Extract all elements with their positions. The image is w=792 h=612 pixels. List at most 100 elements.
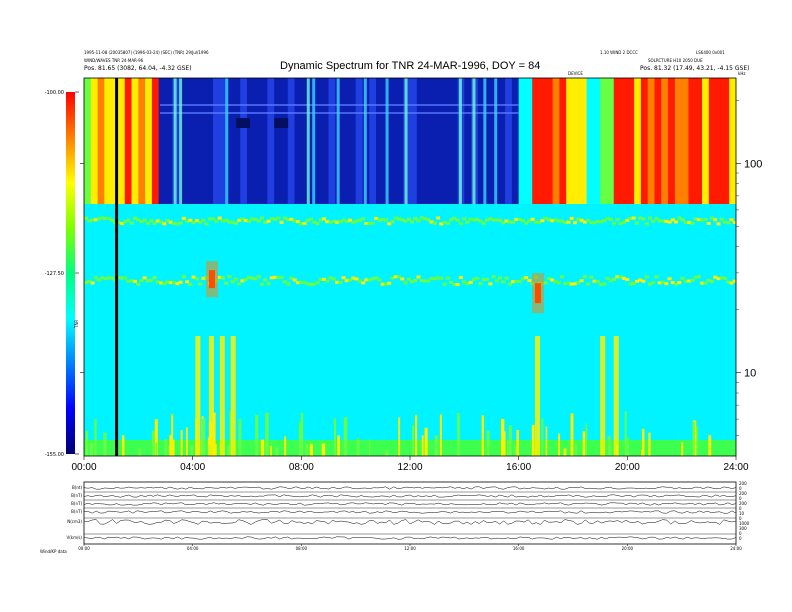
emission-line-upper bbox=[152, 221, 157, 225]
emission-line-upper bbox=[178, 221, 183, 225]
emission-line-lower bbox=[703, 281, 708, 285]
emission-line-lower bbox=[250, 276, 255, 280]
bottom-spike bbox=[333, 418, 336, 456]
emission-line-lower bbox=[87, 279, 92, 283]
emission-line-upper bbox=[553, 218, 558, 222]
emission-line-upper bbox=[634, 221, 639, 225]
emission-line-upper bbox=[243, 218, 248, 222]
lower-x-tick-label: 04:00 bbox=[187, 546, 199, 551]
emission-line-lower bbox=[553, 279, 558, 283]
emission-line-upper bbox=[657, 219, 662, 223]
bottom-spike bbox=[541, 418, 544, 456]
lower-x-tick-label: 12:00 bbox=[404, 546, 416, 551]
upper-band-cell bbox=[423, 78, 431, 204]
emission-line-upper bbox=[530, 217, 535, 221]
emission-line-upper bbox=[260, 216, 265, 220]
emission-line-lower bbox=[106, 276, 111, 280]
dark-patch bbox=[236, 118, 251, 128]
bottom-spike bbox=[500, 418, 505, 456]
emission-line-upper bbox=[129, 221, 134, 225]
emission-line-lower bbox=[286, 282, 291, 286]
emission-line-lower bbox=[132, 279, 137, 283]
x-tick-label: 04:00 bbox=[180, 462, 205, 473]
emission-line-upper bbox=[602, 219, 607, 223]
emission-line-upper bbox=[481, 222, 486, 226]
bottom-spike bbox=[457, 412, 460, 456]
emission-line-upper bbox=[344, 219, 349, 223]
bottom-spike bbox=[138, 447, 142, 456]
vertical-streak bbox=[458, 78, 462, 204]
emission-line-lower bbox=[149, 279, 154, 283]
emission-line-lower bbox=[331, 277, 336, 281]
upper-band-cell bbox=[722, 78, 730, 204]
lower-row-label: B(nt) bbox=[72, 485, 82, 490]
lower-x-tick-label: 08:00 bbox=[296, 546, 308, 551]
emission-line-upper bbox=[132, 216, 137, 220]
bottom-spike bbox=[563, 448, 567, 456]
bottom-spike bbox=[255, 414, 259, 456]
bottom-spike bbox=[481, 415, 485, 456]
emission-line-upper bbox=[227, 220, 232, 224]
emission-line-lower bbox=[403, 281, 408, 285]
upper-band-cell bbox=[233, 78, 241, 204]
emission-line-lower bbox=[377, 278, 382, 282]
emission-line-lower bbox=[185, 280, 190, 284]
emission-line-upper bbox=[250, 217, 255, 221]
emission-line-lower bbox=[90, 281, 95, 285]
upper-band-cell bbox=[124, 78, 133, 204]
upper-band-cell bbox=[342, 78, 350, 204]
emission-line-lower bbox=[647, 282, 652, 286]
emission-line-lower bbox=[374, 276, 379, 280]
emission-line-upper bbox=[90, 218, 95, 222]
emission-line-upper bbox=[719, 217, 724, 221]
emission-line-upper bbox=[729, 218, 734, 222]
emission-line-lower bbox=[302, 280, 307, 284]
emission-line-lower bbox=[559, 275, 564, 279]
emission-line-upper bbox=[237, 218, 242, 222]
upper-band-cell bbox=[294, 78, 302, 204]
upper-band-cell bbox=[477, 78, 486, 204]
emission-line-lower bbox=[514, 279, 519, 283]
emission-line-upper bbox=[416, 219, 421, 223]
bottom-spike bbox=[168, 445, 171, 456]
lower-x-tick-label: 16:00 bbox=[513, 546, 525, 551]
emission-line-lower bbox=[364, 278, 369, 282]
upper-band-cell bbox=[715, 78, 723, 204]
bottom-spike bbox=[575, 444, 578, 456]
emission-line-lower bbox=[165, 280, 170, 284]
emission-line-lower bbox=[729, 281, 734, 285]
emission-line-upper bbox=[289, 217, 294, 221]
bottom-spike bbox=[570, 413, 574, 456]
emission-line-upper bbox=[100, 216, 105, 220]
upper-band-cell bbox=[165, 78, 173, 204]
emission-line-upper bbox=[341, 218, 346, 222]
emission-line-lower bbox=[351, 276, 356, 280]
emission-line-upper bbox=[181, 216, 186, 220]
emission-line-lower bbox=[615, 275, 620, 279]
y-axis-ticks: 100 10 bbox=[80, 100, 762, 436]
emission-line-lower bbox=[465, 282, 470, 286]
emission-line-lower bbox=[719, 276, 724, 280]
emission-line-upper bbox=[661, 219, 666, 223]
emission-line-lower bbox=[233, 277, 238, 281]
emission-line-upper bbox=[589, 221, 594, 225]
bottom-spikes-layer bbox=[85, 336, 712, 456]
upper-band-cell bbox=[97, 78, 105, 204]
bottom-spike bbox=[582, 431, 586, 456]
emission-line-lower bbox=[243, 277, 248, 281]
emission-line-upper bbox=[524, 221, 529, 225]
emission-line-lower bbox=[664, 282, 669, 286]
emission-line-lower bbox=[123, 276, 128, 280]
bottom-spike bbox=[284, 436, 287, 456]
meta-right-1: 1.10 WIND 2 DCCC bbox=[600, 50, 638, 55]
emission-line-lower bbox=[631, 281, 636, 285]
bottom-spike bbox=[692, 421, 695, 456]
upper-band-cell bbox=[321, 78, 329, 204]
emission-line-lower bbox=[452, 283, 457, 287]
upper-band-cell bbox=[117, 78, 126, 204]
upper-band-cell bbox=[280, 78, 289, 204]
emission-line-lower bbox=[299, 280, 304, 284]
upper-band-cell bbox=[437, 78, 445, 204]
bottom-spike bbox=[121, 435, 125, 456]
